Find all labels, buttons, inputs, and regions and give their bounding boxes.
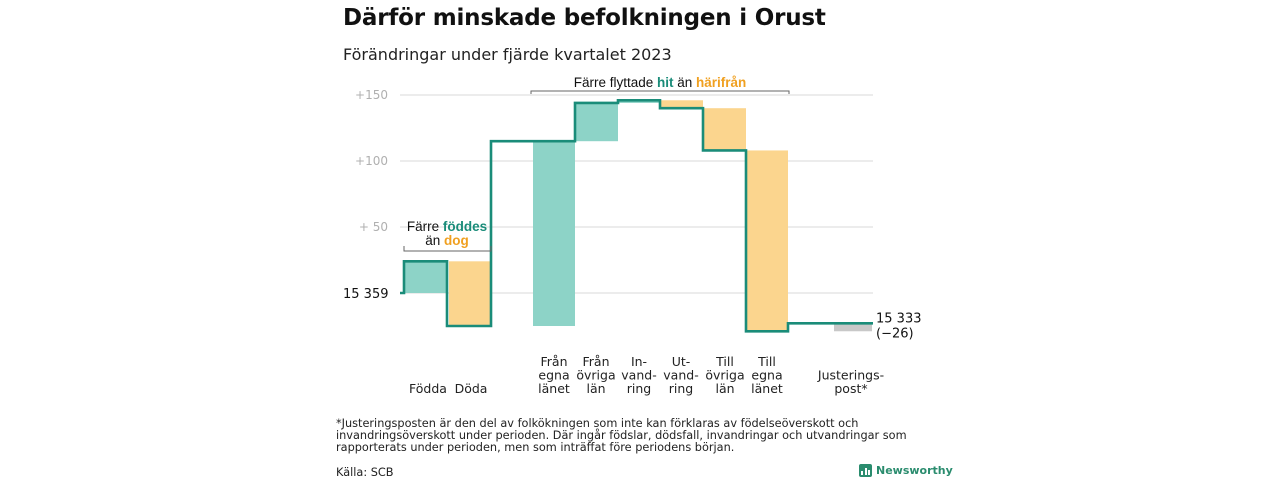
newsworthy-logo: Newsworthy: [859, 464, 953, 477]
annotation-bracket: [403, 246, 492, 252]
category-label: In-: [631, 354, 647, 369]
annotation-births-line1: Färre föddes: [407, 219, 487, 234]
category-label: Ut-: [672, 354, 691, 369]
annotation-migration: Färre flyttade hit än härifrån: [574, 75, 747, 90]
category-label: Från: [582, 354, 609, 369]
bar-till-övriga-län: [703, 108, 746, 151]
category-label: övriga: [705, 368, 744, 383]
chart-title: Därför minskade befolkningen i Orust: [343, 5, 826, 31]
waterfall-chart: +150 +100 + 50 15 359 15 333(−26) Födda Döda Fr…: [343, 75, 922, 396]
category-label: län: [715, 381, 734, 396]
category-label: Döda: [455, 381, 488, 396]
y-tick-label: +150: [355, 88, 388, 102]
end-change-label: (−26): [876, 326, 914, 341]
bar-till-egna-länet: [746, 150, 788, 332]
start-value-label: 15 359: [343, 287, 389, 302]
category-label: Till: [757, 354, 776, 369]
annotation-bracket: [530, 90, 790, 94]
category-label: post*: [834, 381, 867, 396]
bar-från-övriga-län: [575, 102, 618, 142]
bar-justeringspost-: [834, 323, 872, 332]
bar-döda: [449, 261, 491, 326]
bar-från-egna-länet: [533, 141, 575, 326]
category-label: Till: [715, 354, 734, 369]
category-label: vand-: [663, 368, 698, 383]
end-value-label: 15 333: [876, 311, 922, 326]
bar-invandring: [618, 100, 660, 103]
category-label: ring: [669, 381, 693, 396]
source-note: Källa: SCB: [336, 466, 394, 479]
category-label: Från: [540, 354, 567, 369]
category-label: Födda: [409, 381, 447, 396]
bar-födda: [404, 261, 447, 293]
brand-name: Newsworthy: [876, 464, 953, 477]
annotation-births-line2: än dog: [425, 233, 469, 248]
category-label: ring: [627, 381, 651, 396]
bar-utvandring: [660, 100, 703, 109]
category-label: länet: [751, 381, 783, 396]
category-label: länet: [538, 381, 570, 396]
footnote: *Justeringsposten är den del av folkökni…: [336, 417, 907, 454]
category-label: övriga: [576, 368, 615, 383]
category-label: egna: [751, 368, 782, 383]
category-label: vand-: [621, 368, 656, 383]
y-tick-label: +100: [355, 154, 388, 168]
category-label: egna: [538, 368, 569, 383]
category-label: län: [586, 381, 605, 396]
bar-chart-icon: [859, 464, 872, 477]
chart-subtitle: Förändringar under fjärde kvartalet 2023: [343, 45, 672, 64]
y-tick-label: + 50: [359, 220, 388, 234]
category-label: Justerings-: [817, 368, 884, 383]
level-line: [400, 98, 873, 333]
